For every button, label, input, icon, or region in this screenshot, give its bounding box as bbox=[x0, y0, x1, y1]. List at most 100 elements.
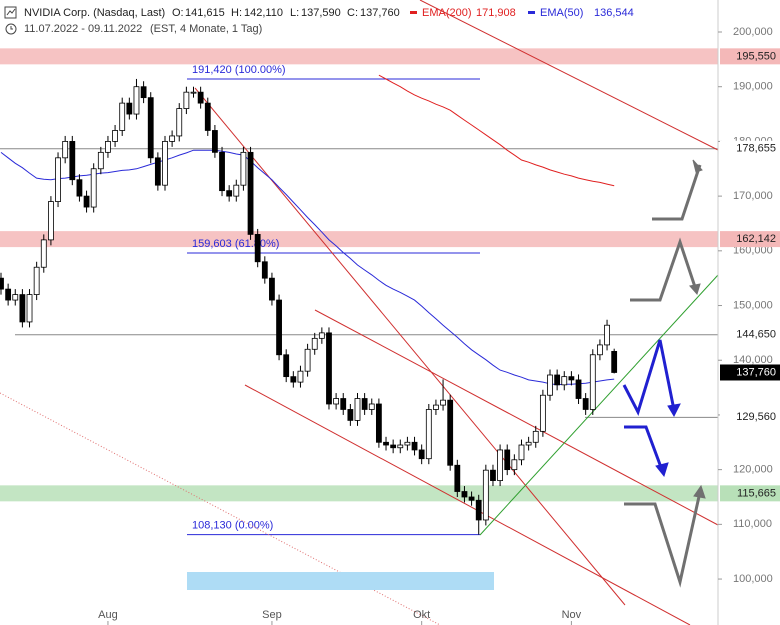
candle-body bbox=[318, 332, 325, 339]
x-tick-label: Sep bbox=[262, 609, 282, 621]
candle-body bbox=[147, 97, 154, 159]
candle-body bbox=[333, 398, 340, 405]
trend-line bbox=[194, 87, 626, 606]
y-tick-label: 110,000 bbox=[733, 518, 772, 530]
candle-body bbox=[475, 499, 482, 521]
candle-body bbox=[219, 151, 225, 192]
x-tick-label: Nov bbox=[562, 609, 582, 621]
candle-body bbox=[340, 398, 347, 410]
price-label-box bbox=[720, 409, 780, 426]
candle-body bbox=[511, 459, 518, 471]
level-band bbox=[0, 48, 718, 65]
candle-body bbox=[190, 91, 197, 94]
legend-swatch bbox=[410, 11, 417, 14]
candle-body bbox=[97, 151, 104, 170]
legend-swatch bbox=[528, 11, 535, 14]
candle-body bbox=[48, 201, 54, 241]
candle-body bbox=[26, 294, 33, 323]
candle-body bbox=[582, 398, 589, 410]
candle-body bbox=[69, 141, 76, 181]
price-label: 178,655 bbox=[736, 143, 776, 155]
arrow bbox=[622, 339, 676, 416]
clock-icon bbox=[5, 23, 17, 35]
price-label-box bbox=[720, 48, 780, 65]
candle-body bbox=[561, 376, 568, 386]
price-label-box bbox=[720, 140, 780, 157]
candle-body bbox=[433, 404, 439, 410]
price-label-box bbox=[720, 231, 780, 248]
candle-body bbox=[254, 234, 261, 263]
candle-body bbox=[304, 348, 311, 372]
y-tick-label: 100,000 bbox=[733, 573, 773, 585]
candle-body bbox=[575, 379, 582, 399]
candle-body bbox=[5, 288, 12, 301]
arrow-head bbox=[693, 484, 706, 499]
level-band bbox=[0, 485, 718, 502]
y-tick-label: 140,000 bbox=[733, 354, 773, 366]
candle-body bbox=[112, 130, 118, 142]
candle-body bbox=[354, 398, 361, 421]
x-tick-label: Okt bbox=[413, 609, 430, 621]
drawings bbox=[0, 0, 719, 625]
candle-body bbox=[119, 102, 126, 131]
candle-body bbox=[397, 444, 404, 449]
price-label: 129,560 bbox=[736, 411, 776, 423]
candle-body bbox=[468, 496, 475, 501]
candle-body bbox=[589, 354, 596, 410]
candle-body bbox=[326, 332, 332, 405]
candle-body bbox=[404, 441, 411, 446]
candle-body bbox=[361, 398, 368, 410]
clock-icon bbox=[10, 26, 13, 30]
candle-body bbox=[290, 376, 297, 383]
date-note: (EST, 4 Monate, 1 Tag) bbox=[150, 23, 262, 35]
ohlc-label: O: bbox=[172, 7, 184, 19]
candle-body bbox=[425, 409, 432, 460]
arrow-head bbox=[667, 403, 681, 418]
y-tick-label: 150,000 bbox=[733, 299, 773, 311]
candle-body bbox=[297, 370, 304, 383]
trend-line bbox=[314, 309, 719, 526]
candle-body bbox=[504, 449, 511, 471]
plot: 100,000110,000120,000130,000140,000150,0… bbox=[0, 7, 780, 625]
ohlc-value: 141,615 bbox=[185, 7, 225, 19]
arrow-head bbox=[689, 283, 701, 296]
candle-body bbox=[76, 179, 83, 197]
legend-label: EMA(50) bbox=[540, 7, 583, 19]
trend-line bbox=[419, 0, 719, 151]
candle-body bbox=[269, 277, 275, 301]
price-label: 195,550 bbox=[736, 50, 776, 62]
level-band bbox=[0, 231, 718, 248]
candle-body bbox=[383, 441, 389, 446]
chart-icon bbox=[6, 8, 16, 16]
candle-body bbox=[518, 444, 525, 461]
fib-label: 159,603 (61.80%) bbox=[192, 238, 279, 250]
ohlc-value: 142,110 bbox=[244, 7, 283, 19]
fib-label: 191,420 (100.00%) bbox=[192, 64, 286, 76]
candle-body bbox=[497, 449, 504, 481]
fib-label: 108,130 (0.00%) bbox=[192, 519, 273, 531]
price-label: 162,142 bbox=[736, 233, 776, 245]
candle-body bbox=[233, 184, 240, 197]
candle-body bbox=[240, 151, 247, 186]
x-tick-label: Aug bbox=[98, 609, 118, 621]
legend-value: 136,544 bbox=[594, 7, 634, 19]
price-label-box bbox=[720, 364, 780, 381]
candle-body bbox=[247, 151, 254, 235]
header: NVIDIA Corp. (Nasdaq, Last) O: 141,615 H… bbox=[4, 6, 400, 35]
candle-body bbox=[0, 277, 4, 290]
chart-title: NVIDIA Corp. (Nasdaq, Last) bbox=[24, 7, 165, 19]
candle-body bbox=[554, 374, 561, 386]
candle-body bbox=[140, 86, 147, 99]
candle-body bbox=[604, 324, 610, 346]
ohlc-value: 137,590 bbox=[301, 7, 341, 19]
candle-body bbox=[19, 294, 26, 323]
arrow-head bbox=[655, 462, 669, 478]
arrow-head bbox=[692, 159, 703, 173]
candle-body bbox=[347, 409, 354, 421]
trend-line bbox=[479, 274, 719, 536]
candle-body bbox=[454, 464, 461, 492]
candle-body bbox=[482, 469, 489, 521]
date-range: 11.07.2022 - 09.11.2022 bbox=[24, 23, 142, 35]
price-label: 144,650 bbox=[736, 329, 776, 341]
